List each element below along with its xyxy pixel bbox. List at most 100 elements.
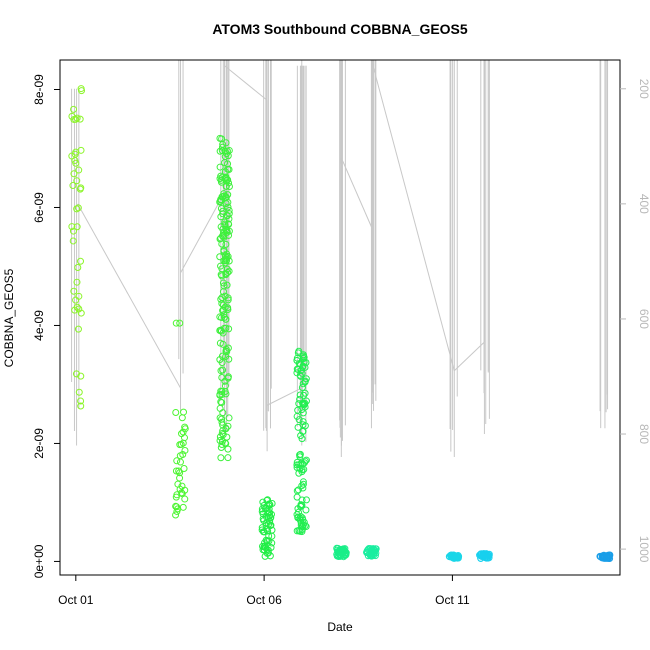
data-point [225, 227, 233, 235]
data-point [221, 377, 229, 385]
data-point [222, 240, 230, 248]
data-point [75, 166, 83, 174]
data-point [180, 408, 188, 416]
data-point [73, 223, 81, 231]
data-point [217, 398, 225, 406]
data-point [68, 152, 76, 160]
data-point [299, 480, 307, 488]
data-point [216, 134, 224, 142]
data-point [268, 539, 276, 547]
data-point [222, 324, 230, 332]
right-tick-label: 600 [637, 309, 650, 329]
data-point [336, 547, 344, 555]
x-tick-label: Oct 01 [58, 593, 94, 607]
data-point [222, 139, 230, 147]
data-point [222, 347, 230, 355]
data-point [452, 552, 460, 560]
data-point [369, 545, 377, 553]
data-point [216, 235, 224, 243]
data-point [72, 296, 80, 304]
altitude-connector-line [370, 59, 455, 371]
data-point [296, 371, 304, 379]
data-point [220, 257, 228, 265]
data-point [224, 445, 232, 453]
data-point [176, 319, 184, 327]
data-point [294, 508, 302, 516]
data-point [367, 546, 375, 554]
data-point [224, 306, 232, 314]
data-point [73, 205, 81, 213]
data-point [258, 524, 266, 532]
data-point [341, 549, 349, 557]
data-point [339, 547, 347, 555]
data-point [222, 193, 230, 201]
data-point [219, 279, 227, 287]
data-point [71, 306, 79, 314]
data-point [218, 272, 226, 280]
data-point [179, 428, 187, 436]
data-point [69, 227, 77, 235]
data-point [222, 177, 230, 185]
data-point [222, 271, 230, 279]
data-point [224, 454, 232, 462]
data-point [74, 325, 82, 333]
data-point [176, 458, 184, 466]
data-point [295, 400, 303, 408]
data-point [180, 465, 188, 473]
data-point [261, 539, 269, 547]
data-point [294, 423, 302, 431]
data-point [70, 170, 78, 178]
data-point [218, 300, 226, 308]
data-point [222, 173, 230, 181]
data-point [219, 306, 227, 314]
data-point [172, 511, 180, 519]
data-point [74, 204, 82, 212]
data-point [295, 347, 303, 355]
data-point [173, 457, 181, 465]
data-point [261, 542, 269, 550]
data-point [70, 287, 78, 295]
data-point [172, 319, 180, 327]
data-point [73, 278, 81, 286]
data-point [220, 311, 228, 319]
data-point [298, 435, 306, 443]
data-point [264, 513, 272, 521]
data-point [74, 264, 82, 272]
data-point [221, 168, 229, 176]
data-point [225, 210, 233, 218]
data-point [218, 418, 226, 426]
data-point [299, 362, 307, 370]
data-point [302, 375, 310, 383]
data-point [366, 549, 374, 557]
data-point [301, 389, 309, 397]
x-tick-label: Oct 06 [246, 593, 282, 607]
data-point [221, 252, 229, 260]
data-point [218, 391, 226, 399]
data-point [295, 416, 303, 424]
data-point [217, 262, 225, 270]
data-point [258, 526, 266, 534]
data-point [72, 115, 80, 123]
data-point [224, 203, 232, 211]
x-axis-label: Date [327, 620, 353, 634]
data-point [219, 427, 227, 435]
altitude-connector-line [77, 203, 181, 389]
data-point [260, 502, 268, 510]
data-point [302, 496, 310, 504]
x-axis: Oct 01 Oct 06 Oct 11 [58, 574, 470, 607]
data-point [225, 182, 233, 190]
y-axis-label: COBBNA_GEOS5 [2, 268, 16, 367]
data-point [218, 374, 226, 382]
data-point [217, 367, 225, 375]
data-point [225, 325, 233, 333]
data-point [454, 552, 462, 560]
data-point [181, 495, 189, 503]
data-point [223, 348, 231, 356]
data-point [294, 486, 302, 494]
data-point [298, 383, 306, 391]
data-point [216, 198, 224, 206]
data-point [219, 140, 227, 148]
data-point [177, 440, 185, 448]
data-point [72, 370, 80, 378]
data-point [298, 501, 306, 509]
